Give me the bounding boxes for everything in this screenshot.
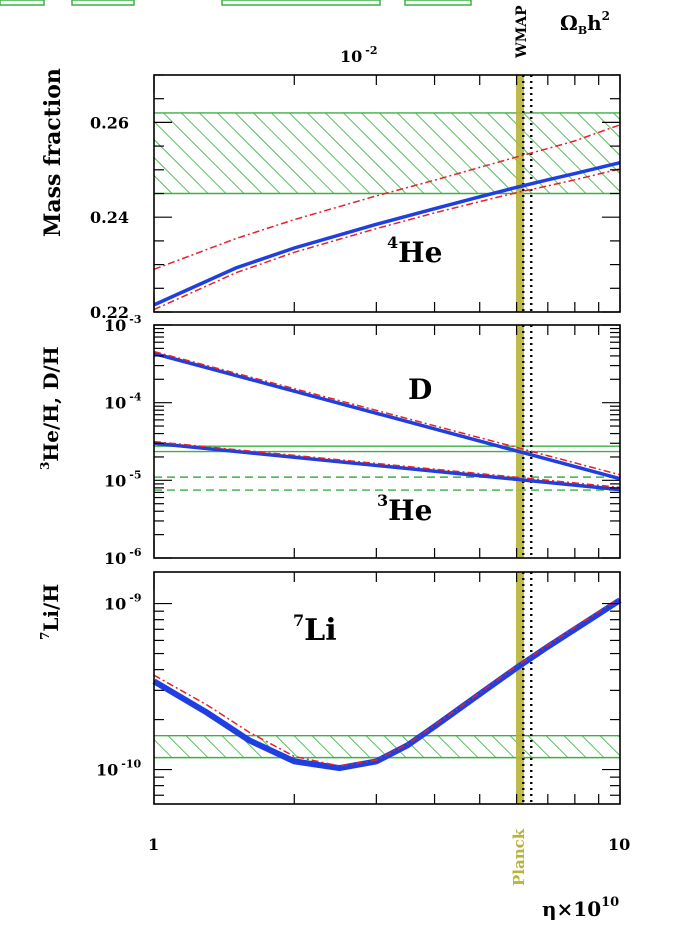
- hatch-line: [559, 112, 620, 175]
- x-axis-label: η×1010: [542, 895, 619, 921]
- top-axis-label: ΩBh2: [560, 9, 610, 37]
- hatch-line: [617, 735, 620, 739]
- hatch-line: [329, 735, 353, 758]
- annotation-li7: 7Li: [293, 611, 337, 648]
- hatch-line: [401, 735, 425, 758]
- hatch-line: [154, 156, 191, 194]
- y-tick-label: 0.24: [90, 208, 129, 227]
- hatch-line: [455, 735, 479, 758]
- hatch-line: [383, 735, 407, 758]
- uncertainty-curve: [153, 168, 621, 311]
- hatch-line: [154, 739, 173, 758]
- hatch-line: [636, 736, 658, 758]
- y-tick-label: 10 -6: [104, 546, 142, 568]
- hatch-line: [167, 735, 191, 758]
- planck-band: [515, 325, 524, 558]
- hatch-line: [181, 112, 263, 194]
- model-curve: [152, 597, 622, 772]
- hatch-line: [397, 112, 479, 194]
- planck-band: [515, 572, 524, 804]
- model-curve: [153, 351, 621, 481]
- hatch-line: [419, 735, 443, 758]
- hatch-line: [581, 735, 605, 758]
- hatch-line: [595, 112, 620, 139]
- annotation-he3: 3He: [377, 491, 432, 527]
- y-tick-label: 10 -10: [96, 758, 141, 780]
- wmap-label: WMAP: [514, 5, 530, 59]
- hatch-line: [154, 174, 173, 194]
- panel-helium-4: 0.22 0.24 0.26: [90, 74, 680, 322]
- hatch-line: [235, 112, 317, 194]
- ylabel-he4: Mass fraction: [40, 68, 66, 237]
- top-cropped-legend: [0, 0, 472, 6]
- hatch-line: [577, 112, 620, 157]
- hatch-line: [527, 735, 551, 758]
- hatch-line: [203, 735, 227, 758]
- hatch-line: [437, 735, 461, 758]
- ylabel-li7: 7Li/H: [38, 584, 63, 640]
- hatch-line: [289, 112, 371, 194]
- planck-label: Planck: [510, 828, 528, 886]
- hatch-line: [541, 112, 620, 193]
- hatch-line: [433, 112, 515, 194]
- hatch-line: [469, 112, 551, 194]
- hatch-line: [217, 112, 299, 194]
- uncertainty-curve: [153, 597, 621, 767]
- hatch-line: [347, 735, 371, 758]
- model-curve: [153, 160, 621, 307]
- y-tick-label: 10 -4: [104, 391, 142, 413]
- hatch-line: [563, 735, 587, 758]
- hatch-line: [154, 757, 155, 758]
- uncertainty-curve: [153, 124, 621, 271]
- annotation-he4: 4He: [387, 233, 442, 269]
- planck-band: [515, 75, 524, 312]
- annotation-d: D: [408, 373, 432, 406]
- hatch-line: [293, 735, 317, 758]
- x-tick-1: 1: [148, 835, 159, 854]
- hatch-line: [311, 735, 335, 758]
- hatch-line: [163, 112, 245, 194]
- hatch-line: [307, 112, 389, 194]
- model-curve: [153, 441, 621, 492]
- hatch-line: [185, 735, 209, 758]
- panel-frame: [153, 324, 621, 559]
- hatch-line: [599, 735, 620, 757]
- hatch-line: [253, 112, 335, 194]
- hatch-line: [473, 735, 497, 758]
- hatch-line: [613, 112, 620, 121]
- hatch-line: [415, 112, 497, 194]
- hatch-line: [154, 138, 209, 194]
- y-tick-label: 0.22: [90, 303, 129, 322]
- observed-band-hatching: [154, 112, 680, 194]
- hatch-line: [325, 112, 407, 194]
- hatch-line: [545, 735, 569, 758]
- hatch-line: [631, 113, 680, 194]
- uncertainty-curve: [153, 440, 621, 489]
- top-tick-label: 10 -2: [340, 44, 378, 66]
- y-tick-label: 10 -5: [104, 468, 142, 490]
- hatch-line: [221, 735, 245, 758]
- hatch-line: [275, 735, 299, 758]
- hatch-line: [361, 112, 443, 194]
- hatch-line: [523, 112, 605, 194]
- hatch-line: [154, 120, 227, 194]
- hatch-line: [199, 112, 281, 194]
- panel-frame: [153, 571, 621, 805]
- x-tick-10: 10: [608, 835, 630, 854]
- hatch-line: [271, 112, 353, 194]
- hatch-line: [379, 112, 461, 194]
- ylabel-dhe3: 3He/H, D/H: [38, 346, 63, 470]
- panel-deuterium-helium-3: 10-3 10-4 10-5 10-6: [104, 313, 621, 568]
- hatch-line: [491, 735, 515, 758]
- panel-lithium-7: 10-9 10-10: [96, 571, 658, 805]
- hatch-line: [343, 112, 425, 194]
- uncertainty-curve: [153, 350, 621, 476]
- y-tick-label: 10 -3: [104, 313, 142, 335]
- y-tick-label: 10 -9: [104, 592, 142, 614]
- y-tick-label: 0.26: [90, 113, 129, 132]
